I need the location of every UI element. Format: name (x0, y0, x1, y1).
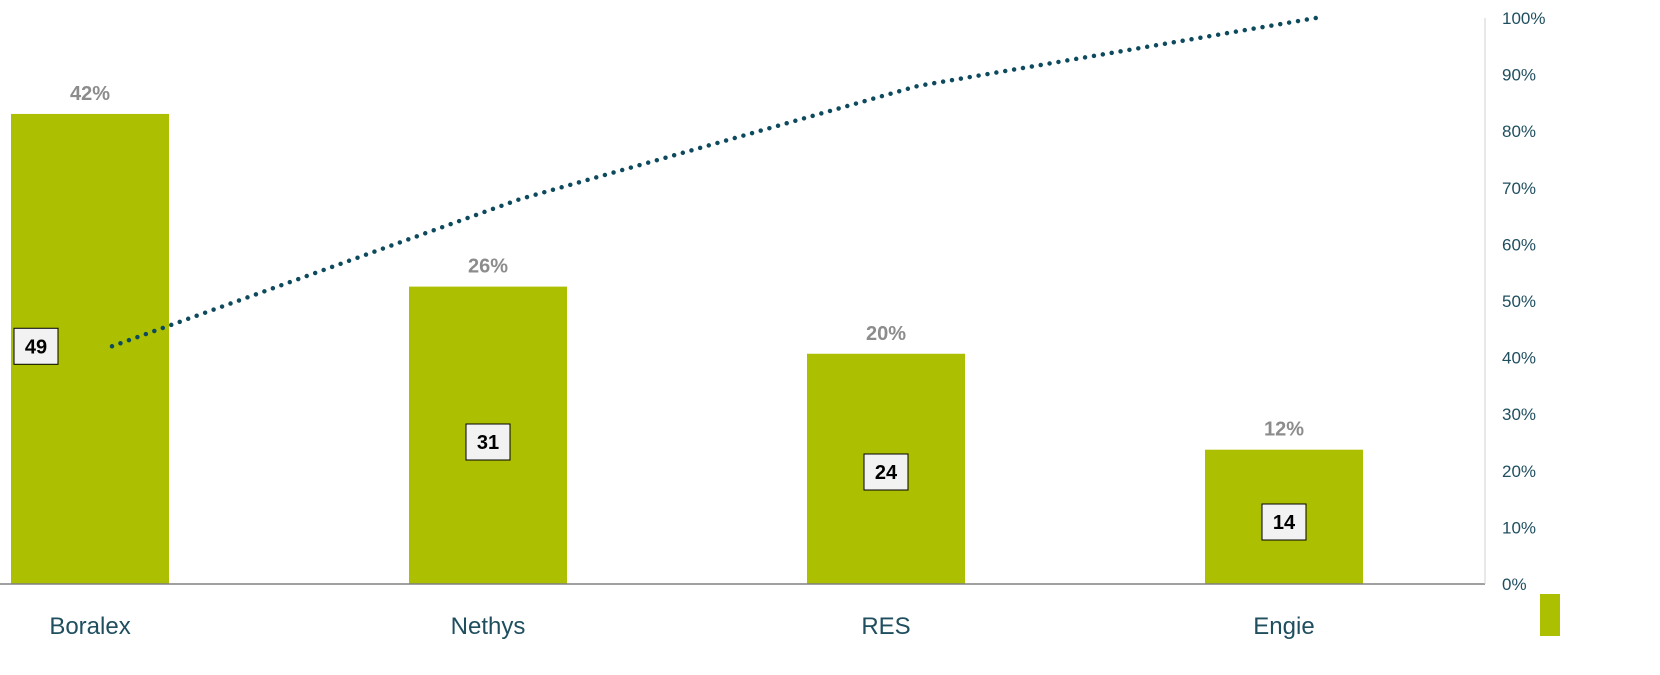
y2-tick-label: 50% (1502, 292, 1536, 311)
share-label-nethys: 26% (468, 256, 508, 278)
cumulative-line (109, 15, 1319, 349)
y2-tick-label: 100% (1502, 9, 1545, 28)
value-label-boralex: 49 (25, 336, 47, 358)
y2-tick-label: 60% (1502, 235, 1536, 254)
category-label-nethys: Nethys (451, 613, 526, 640)
value-label-nethys: 31 (477, 432, 499, 454)
bars-layer (11, 113, 1363, 585)
value-box-res (863, 453, 909, 491)
category-label-res: RES (861, 613, 910, 640)
labels-layer: 42% 26% 20% 12% 49 31 24 14 (13, 83, 1307, 541)
y2-tick-label: 20% (1502, 462, 1536, 481)
legend-swatch (1540, 594, 1560, 636)
share-label-engie: 12% (1264, 419, 1304, 441)
y2-tick-label: 10% (1502, 518, 1536, 537)
cumulative-line-layer (109, 15, 1319, 349)
y2-tick-label: 0% (1502, 575, 1527, 594)
category-axis-labels: Boralex Nethys RES Engie (49, 613, 1314, 640)
y2-tick-label: 80% (1502, 122, 1536, 141)
secondary-y-axis-ticks: 0% 10% 20% 30% 40% 50% 60% 70% 80% 90% 100% (1502, 9, 1545, 594)
value-label-res: 24 (875, 462, 898, 484)
value-box-nethys (465, 423, 511, 461)
value-box-boralex (13, 327, 59, 365)
category-label-engie: Engie (1253, 613, 1314, 640)
y2-tick-label: 40% (1502, 349, 1536, 368)
value-box-engie (1261, 503, 1307, 541)
y2-tick-label: 70% (1502, 179, 1536, 198)
value-label-engie: 14 (1273, 512, 1296, 534)
share-label-res: 20% (866, 323, 906, 345)
y2-tick-label: 30% (1502, 405, 1536, 424)
y2-tick-label: 90% (1502, 66, 1536, 85)
category-label-boralex: Boralex (49, 613, 130, 640)
share-label-boralex: 42% (70, 83, 110, 105)
